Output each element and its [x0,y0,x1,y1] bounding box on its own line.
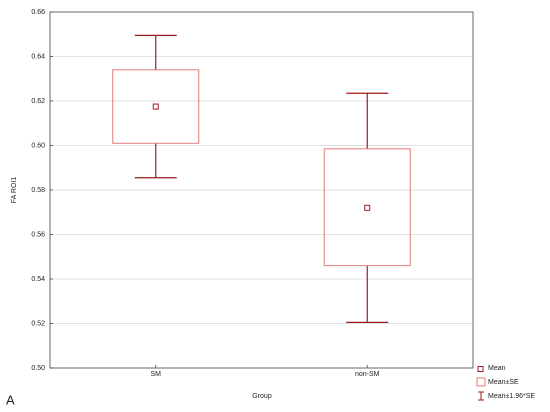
y-tick-label: 0.60 [31,142,45,149]
legend-swatch [478,391,484,401]
legend-swatch [477,366,484,372]
y-tick-label: 0.50 [31,365,45,372]
legend-label: Mean±SE [488,379,519,386]
y-tick-label: 0.64 [31,53,45,60]
panel-label: A [6,392,15,407]
legend-label: Mean [488,365,506,372]
y-tick-label: 0.54 [31,276,45,283]
y-tick-label: 0.58 [31,187,45,194]
mean-marker [364,204,371,211]
x-axis-label: Group [252,393,272,400]
y-tick-label: 0.52 [31,320,45,327]
y-tick-label: 0.66 [31,9,45,16]
se-box [323,148,411,267]
x-tick-label: non-SM [355,371,380,378]
y-tick-label: 0.56 [31,231,45,238]
x-tick-label: SM [151,371,162,378]
legend-label: Mean±1.96*SE [488,393,535,400]
y-axis-label: FA ROI1 [11,177,18,204]
legend-swatch [476,377,486,387]
se-box [112,69,200,144]
mean-marker [152,103,159,110]
y-tick-label: 0.62 [31,98,45,105]
